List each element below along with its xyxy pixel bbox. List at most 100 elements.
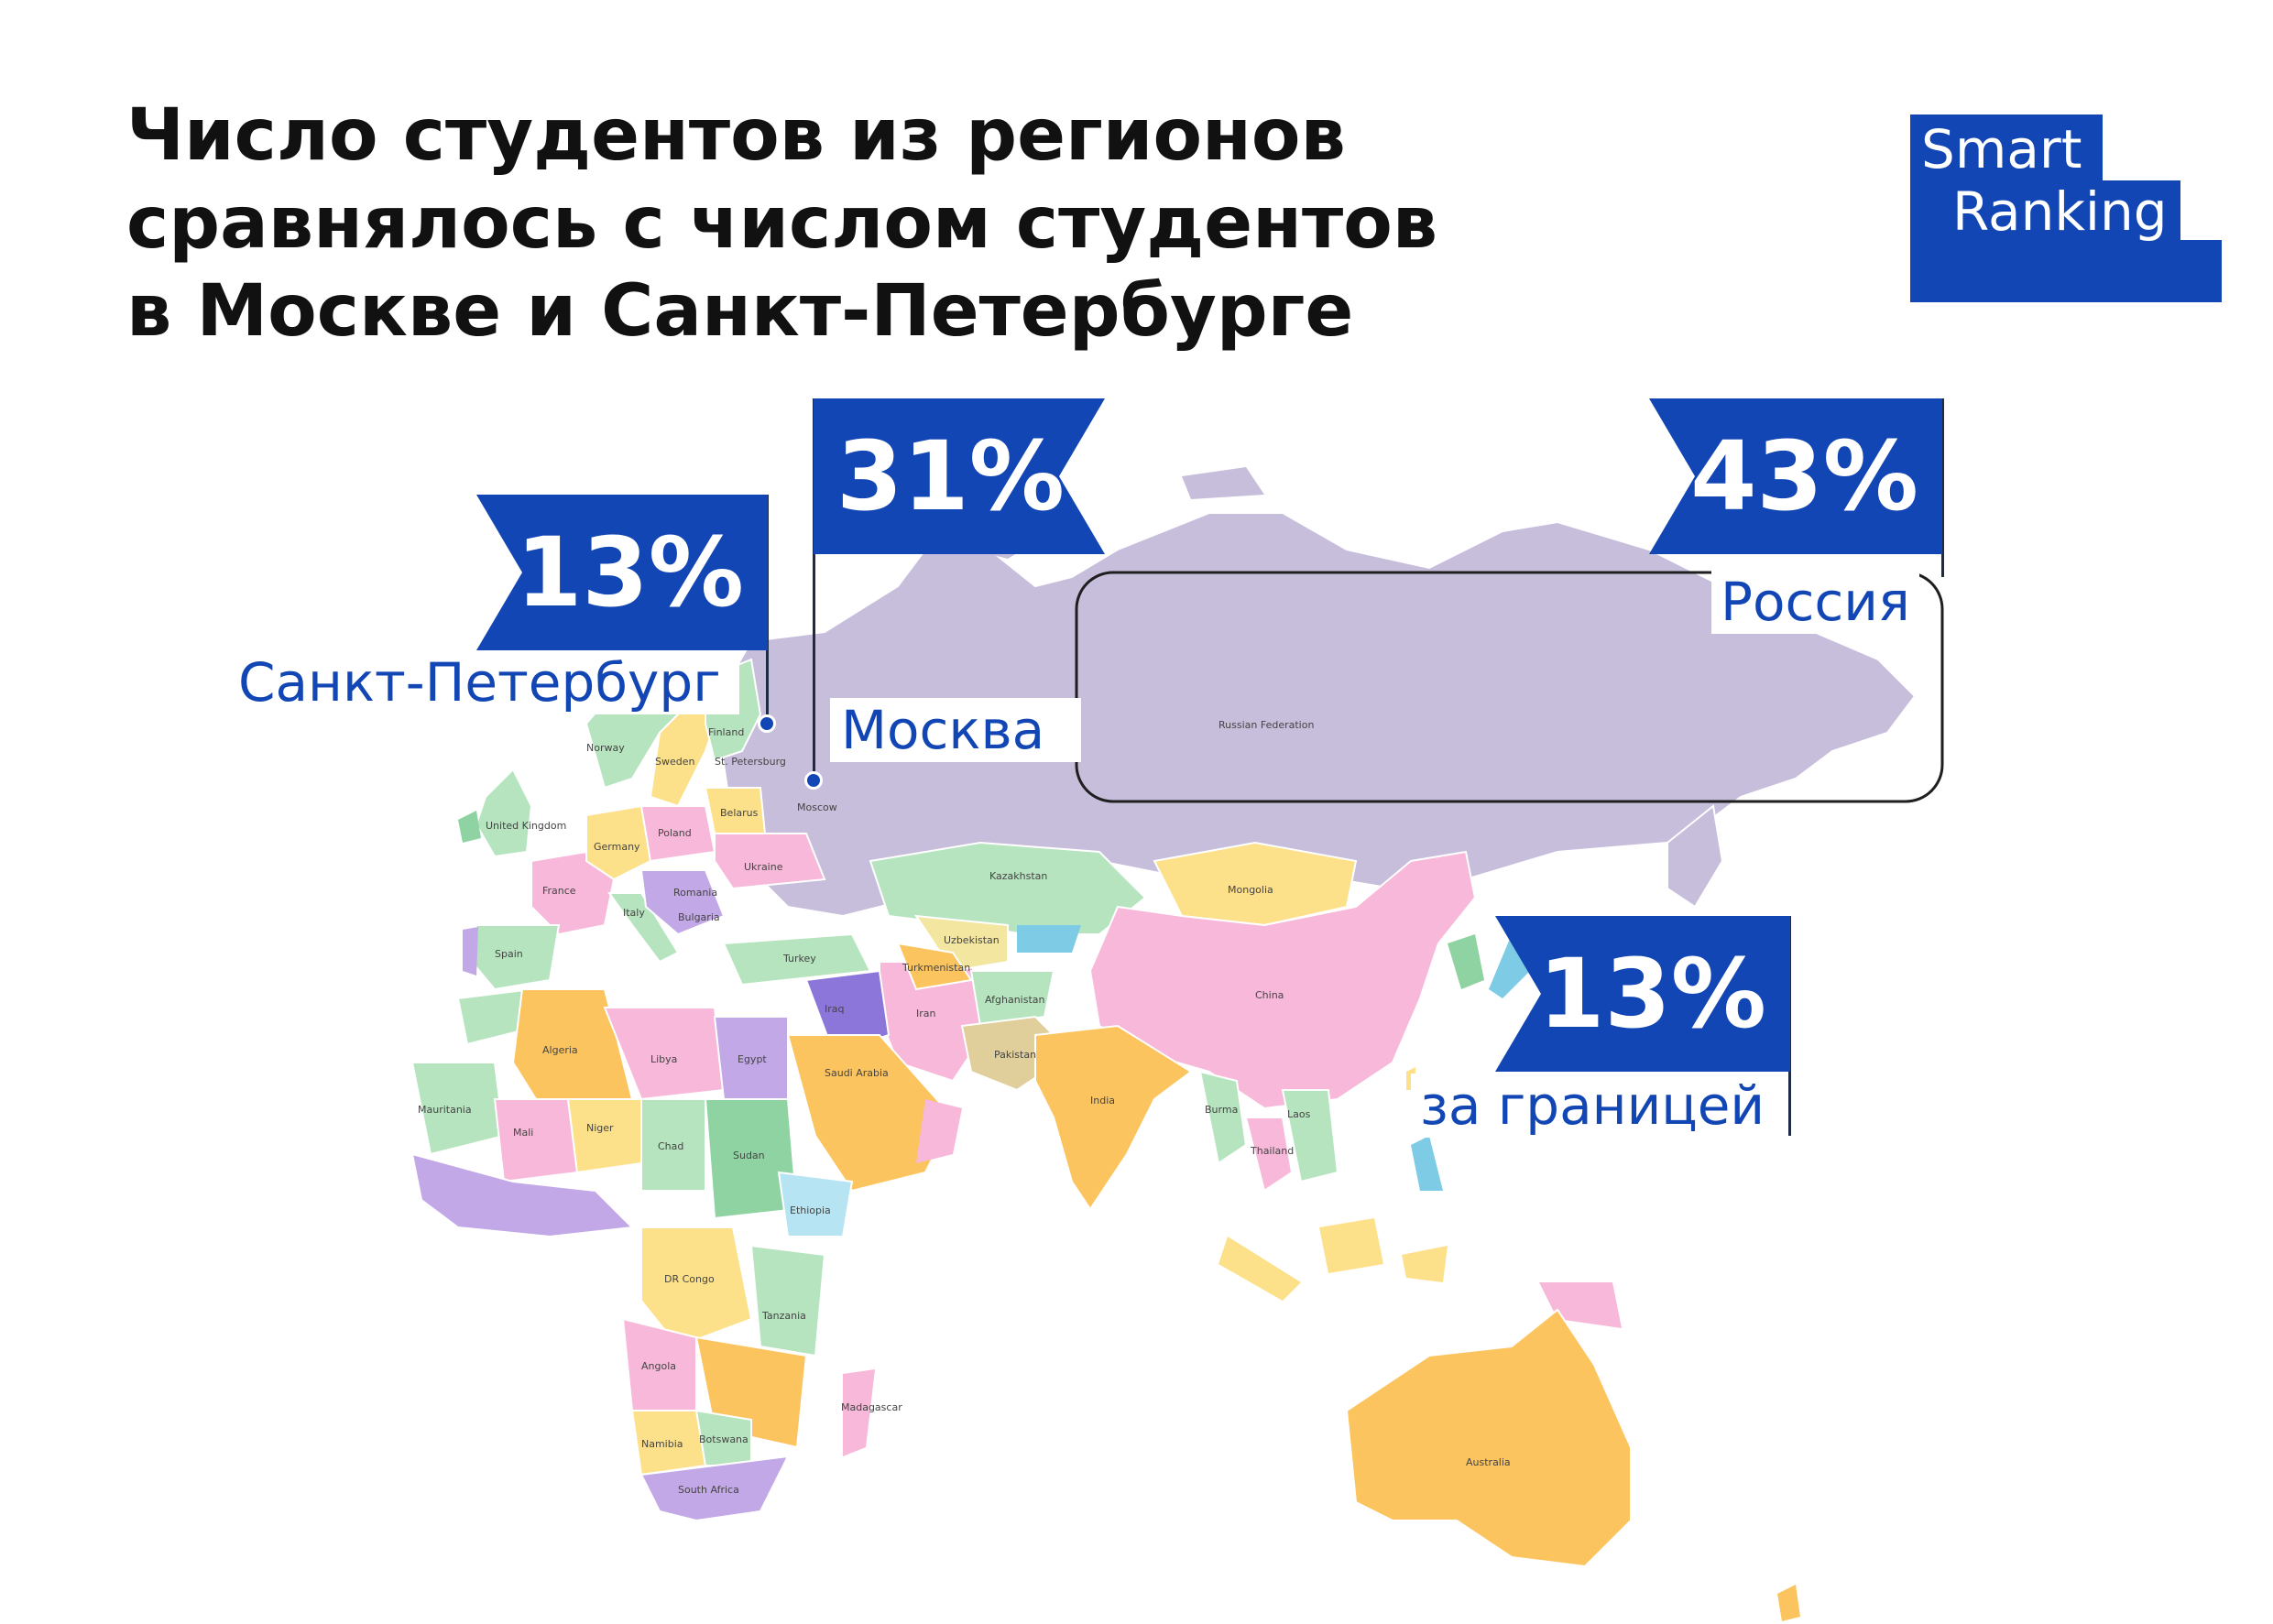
title-line-3: в Москве и Санкт-Петербурге — [126, 270, 1354, 353]
country-iraq — [804, 969, 891, 1055]
country-kyrgyzstan — [1017, 925, 1081, 953]
label-mauritania: Mauritania — [418, 1104, 472, 1116]
label-laos: Laos — [1287, 1108, 1311, 1120]
label-australia: Australia — [1466, 1456, 1511, 1468]
title-line-2: сравнялось с числом студентов — [126, 182, 1438, 265]
label-italy: Italy — [623, 907, 645, 919]
country-madagascar — [843, 1369, 875, 1456]
spb-label: Санкт-Петербург — [238, 650, 739, 714]
country-philippines — [1411, 1136, 1443, 1191]
russia-value: 43% — [1690, 420, 1918, 532]
country-turkey — [722, 932, 872, 986]
label-uk: United Kingdom — [486, 820, 566, 832]
country-turkmenistan — [896, 942, 973, 991]
title-line-1: Число студентов из регионов — [126, 94, 1346, 177]
label-romania: Romania — [673, 887, 717, 899]
label-kazakhstan: Kazakhstan — [989, 870, 1047, 882]
moscow-flag-shape — [814, 398, 1105, 554]
label-burma: Burma — [1205, 1104, 1238, 1116]
country-ireland — [458, 811, 481, 843]
label-madagascar: Madagascar — [841, 1401, 902, 1413]
label-algeria: Algeria — [542, 1044, 578, 1056]
label-belarus: Belarus — [720, 807, 759, 819]
label-france: France — [542, 885, 576, 897]
country-italy — [607, 892, 680, 964]
abroad-flag: 13% — [1495, 916, 1790, 1072]
spb-flag: 13% — [476, 495, 768, 650]
label-mongolia: Mongolia — [1228, 884, 1273, 896]
map-labels: Russian Federation Norway Finland Sweden… — [418, 719, 1511, 1496]
country-germany — [585, 804, 652, 881]
country-west-africa — [410, 1152, 635, 1238]
country-kazakhstan — [869, 841, 1147, 935]
label-spain: Spain — [495, 948, 523, 960]
label-moscow-city: Moscow — [797, 801, 837, 813]
country-chad — [640, 1098, 706, 1192]
country-mali — [493, 1098, 579, 1183]
label-germany: Germany — [594, 841, 640, 853]
label-finland: Finland — [708, 726, 744, 738]
russia-flag-shape — [1649, 398, 1942, 554]
country-uk — [475, 768, 533, 858]
label-russia: Russian Federation — [1218, 719, 1314, 731]
label-ethiopia: Ethiopia — [790, 1204, 831, 1216]
label-iran: Iran — [916, 1008, 936, 1019]
label-india: India — [1090, 1095, 1115, 1106]
moscow-label: Москва — [830, 698, 1082, 762]
label-namibia: Namibia — [641, 1438, 683, 1450]
abroad-flag-shape — [1495, 916, 1790, 1072]
label-angola: Angola — [641, 1360, 676, 1372]
russia-arctic-island-2 — [1182, 467, 1264, 499]
label-turkmenistan: Turkmenistan — [902, 962, 970, 974]
country-indonesia-3 — [1402, 1246, 1448, 1282]
label-uzbekistan: Uzbekistan — [944, 934, 1000, 946]
country-new-zealand — [1777, 1585, 1800, 1621]
country-thailand — [1244, 1117, 1294, 1193]
russia-outline-box — [1075, 571, 1944, 803]
country-indonesia-1 — [1218, 1237, 1301, 1301]
label-chad: Chad — [658, 1140, 683, 1152]
label-botswana: Botswana — [699, 1433, 749, 1445]
label-iraq: Iraq — [825, 1003, 845, 1015]
russia-kamchatka — [1667, 804, 1724, 909]
label-egypt: Egypt — [738, 1053, 767, 1065]
moscow-marker — [804, 771, 823, 790]
country-portugal — [463, 927, 478, 975]
country-kenya-tanzania — [749, 1244, 826, 1357]
country-saudi-arabia — [786, 1034, 955, 1193]
russia-label: Россия — [1711, 570, 1919, 634]
label-drc: DR Congo — [664, 1273, 715, 1285]
label-spb-city: St. Petersburg — [715, 756, 786, 768]
label-sudan: Sudan — [733, 1150, 765, 1161]
label-sweden: Sweden — [655, 756, 694, 768]
country-korea — [1448, 934, 1484, 989]
label-niger: Niger — [586, 1122, 614, 1134]
abroad-label: за границей — [1411, 1074, 1775, 1138]
country-niger — [566, 1098, 642, 1174]
page-title: Число студентов из регионов сравнялось с… — [126, 92, 1501, 355]
spb-marker — [758, 714, 776, 733]
russia-leader-line — [1941, 398, 1944, 577]
country-ukraine — [714, 833, 826, 890]
moscow-value: 31% — [836, 420, 1065, 532]
country-drc — [640, 1226, 753, 1348]
russia-flag: 43% — [1649, 398, 1942, 554]
country-india — [1034, 1024, 1193, 1211]
moscow-flag: 31% — [814, 398, 1105, 554]
label-saudi: Saudi Arabia — [825, 1067, 889, 1079]
smart-ranking-logo: Smart Ranking — [1910, 114, 2222, 302]
country-ethiopia — [777, 1171, 854, 1237]
label-poland: Poland — [658, 827, 692, 839]
label-south-africa: South Africa — [678, 1484, 739, 1496]
logo-shape — [1910, 114, 2222, 302]
label-turkey: Turkey — [782, 953, 816, 965]
country-yemen-oman — [916, 1099, 962, 1163]
country-south-africa — [639, 1455, 790, 1522]
country-burma — [1198, 1070, 1248, 1165]
label-china: China — [1255, 989, 1284, 1001]
label-libya: Libya — [650, 1053, 677, 1065]
moscow-leader-line — [813, 398, 815, 779]
label-afghanistan: Afghanistan — [985, 994, 1045, 1006]
logo-word-ranking: Ranking — [1952, 180, 2168, 243]
